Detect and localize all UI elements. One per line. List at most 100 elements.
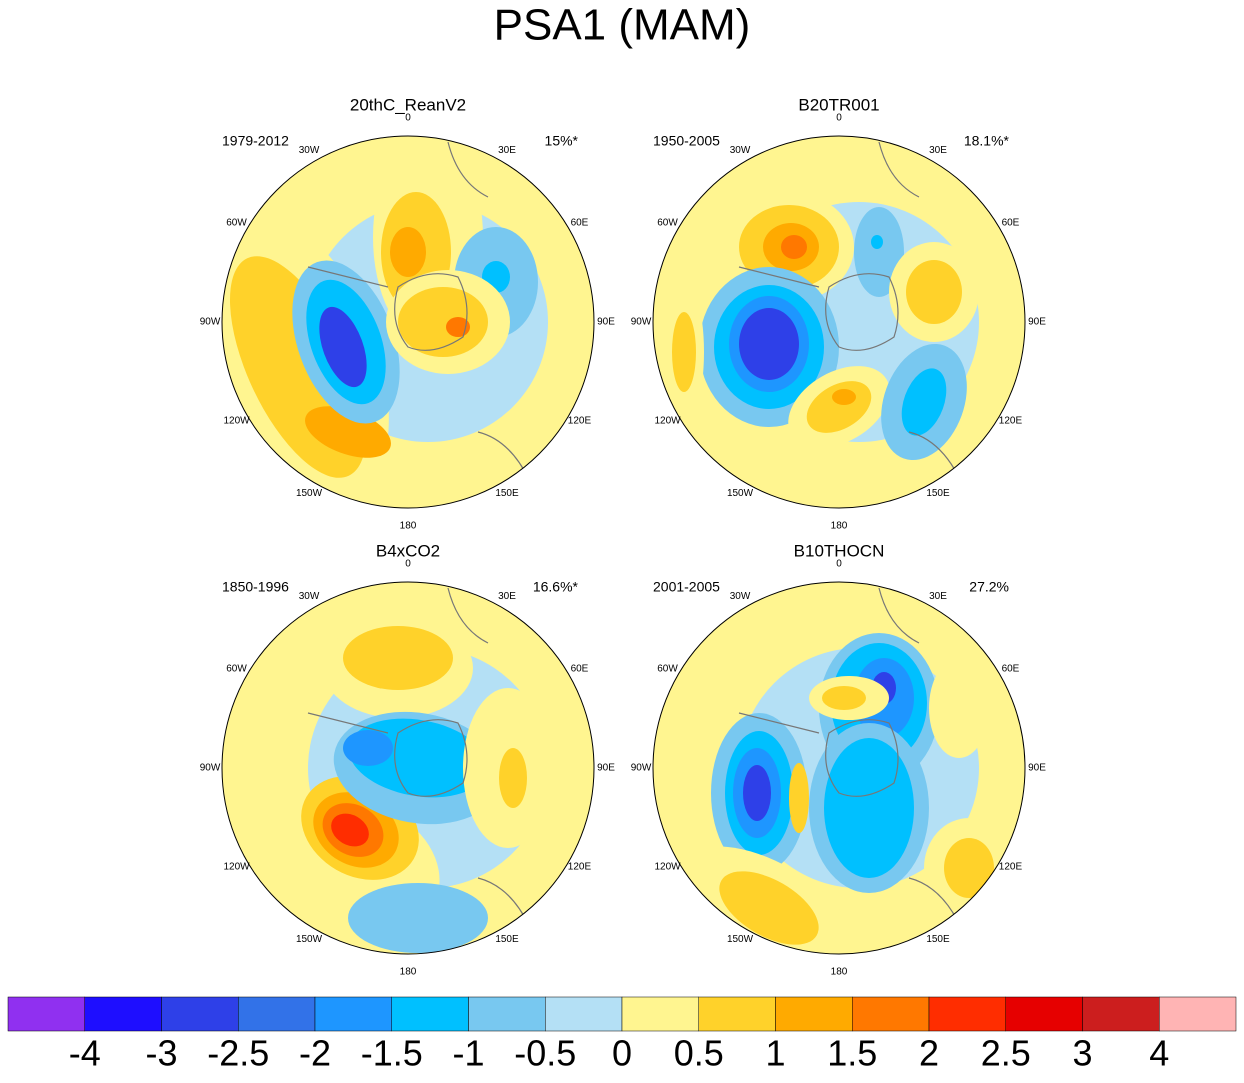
panel-period: 1850-1996 (222, 579, 289, 595)
longitude-label: 120E (568, 416, 592, 427)
contour-area (781, 235, 807, 259)
map-border (221, 135, 595, 509)
longitude-label: 150E (495, 934, 519, 945)
colorbar-swatch (775, 996, 853, 1032)
polar-map (653, 582, 1025, 954)
colorbar-label: 1.5 (827, 1033, 877, 1074)
colorbar-label: -2 (299, 1033, 331, 1074)
colorbar-label: -1 (452, 1033, 484, 1074)
map-border (652, 581, 1026, 955)
longitude-label: 90W (200, 317, 221, 328)
coastline (738, 587, 970, 949)
colorbar-swatch (545, 996, 623, 1032)
longitude-label: 180 (831, 521, 848, 532)
contour-area (824, 738, 914, 878)
longitude-label: 90E (597, 317, 615, 328)
panel-title: 20thC_ReanV2 (350, 95, 466, 114)
colorbar-swatch (161, 996, 239, 1032)
colorbar-swatch (698, 996, 776, 1032)
colorbar-swatch (852, 996, 930, 1032)
panel-variance: 15%* (545, 133, 579, 149)
colorbar-label: 3 (1072, 1033, 1092, 1074)
longitude-label: 150W (296, 488, 323, 499)
colorbar-label: -2.5 (207, 1033, 269, 1074)
colorbar-label: -0.5 (514, 1033, 576, 1074)
longitude-label: 180 (831, 967, 848, 978)
coastline (307, 587, 539, 949)
map-border (221, 581, 595, 955)
longitude-label: 0 (836, 113, 842, 124)
longitude-label: 180 (400, 967, 417, 978)
longitude-label: 150E (926, 934, 950, 945)
contour-area (739, 308, 799, 380)
coastline (738, 141, 970, 503)
panel-title: B10THOCN (794, 541, 885, 560)
longitude-label: 60E (571, 664, 589, 675)
longitude-label: 120W (654, 862, 681, 873)
longitude-label: 60W (657, 218, 678, 229)
longitude-label: 150W (727, 488, 754, 499)
coastline (307, 141, 539, 503)
colorbar-swatch (7, 996, 85, 1032)
longitude-label: 90E (597, 763, 615, 774)
colorbar-swatch (1082, 996, 1160, 1032)
panel-variance: 16.6%* (533, 579, 579, 595)
longitude-label: 120W (223, 862, 250, 873)
panel-variance: 27.2% (969, 579, 1009, 595)
colorbar-swatch (621, 996, 699, 1032)
longitude-label: 60W (226, 664, 247, 675)
contour-area (343, 730, 393, 766)
contour-area (901, 368, 947, 436)
colorbar-label: 2 (919, 1033, 939, 1074)
panel-period: 2001-2005 (653, 579, 720, 595)
longitude-label: 30E (929, 591, 947, 602)
colorbar-swatch (928, 996, 1006, 1032)
colorbar-swatch (1005, 996, 1083, 1032)
colorbar-label: 1 (765, 1033, 785, 1074)
longitude-label: 150W (296, 934, 323, 945)
longitude-label: 30W (730, 145, 751, 156)
longitude-label: 120E (999, 862, 1023, 873)
longitude-label: 120E (999, 416, 1023, 427)
contour-area (944, 838, 994, 898)
contour-area (854, 207, 904, 297)
contour-area (871, 235, 883, 249)
longitude-label: 0 (836, 559, 842, 570)
contour-area (499, 748, 527, 808)
contour-area (398, 287, 488, 357)
longitude-label: 0 (405, 559, 411, 570)
contour-area (832, 389, 856, 405)
longitude-label: 30E (498, 591, 516, 602)
contour-area (319, 306, 367, 388)
colorbar-label: -3 (145, 1033, 177, 1074)
polar-map (222, 582, 594, 954)
longitude-label: 150E (495, 488, 519, 499)
longitude-label: 60E (1002, 218, 1020, 229)
longitude-label: 150W (727, 934, 754, 945)
colorbar-swatch (1159, 996, 1237, 1032)
colorbar-label: -1.5 (361, 1033, 423, 1074)
contour-area (331, 813, 369, 847)
colorbar-swatch (468, 996, 546, 1032)
contour-area (348, 883, 488, 953)
longitude-label: 90E (1028, 763, 1046, 774)
longitude-label: 30W (299, 145, 320, 156)
contour-area (390, 227, 426, 277)
longitude-label: 120W (654, 416, 681, 427)
polar-map (222, 136, 594, 508)
colorbar-swatch (314, 996, 392, 1032)
colorbar-label: 0 (612, 1033, 632, 1074)
longitude-label: 150E (926, 488, 950, 499)
longitude-label: 60E (1002, 664, 1020, 675)
panel-title: B4xCO2 (376, 541, 440, 560)
colorbar-swatch (84, 996, 162, 1032)
panel-period: 1979-2012 (222, 133, 289, 149)
longitude-label: 60E (571, 218, 589, 229)
map-border (652, 135, 1026, 509)
contour-area (672, 312, 696, 392)
longitude-label: 30W (299, 591, 320, 602)
contour-area (743, 765, 771, 821)
colorbar-label: -4 (69, 1033, 101, 1074)
longitude-label: 60W (226, 218, 247, 229)
